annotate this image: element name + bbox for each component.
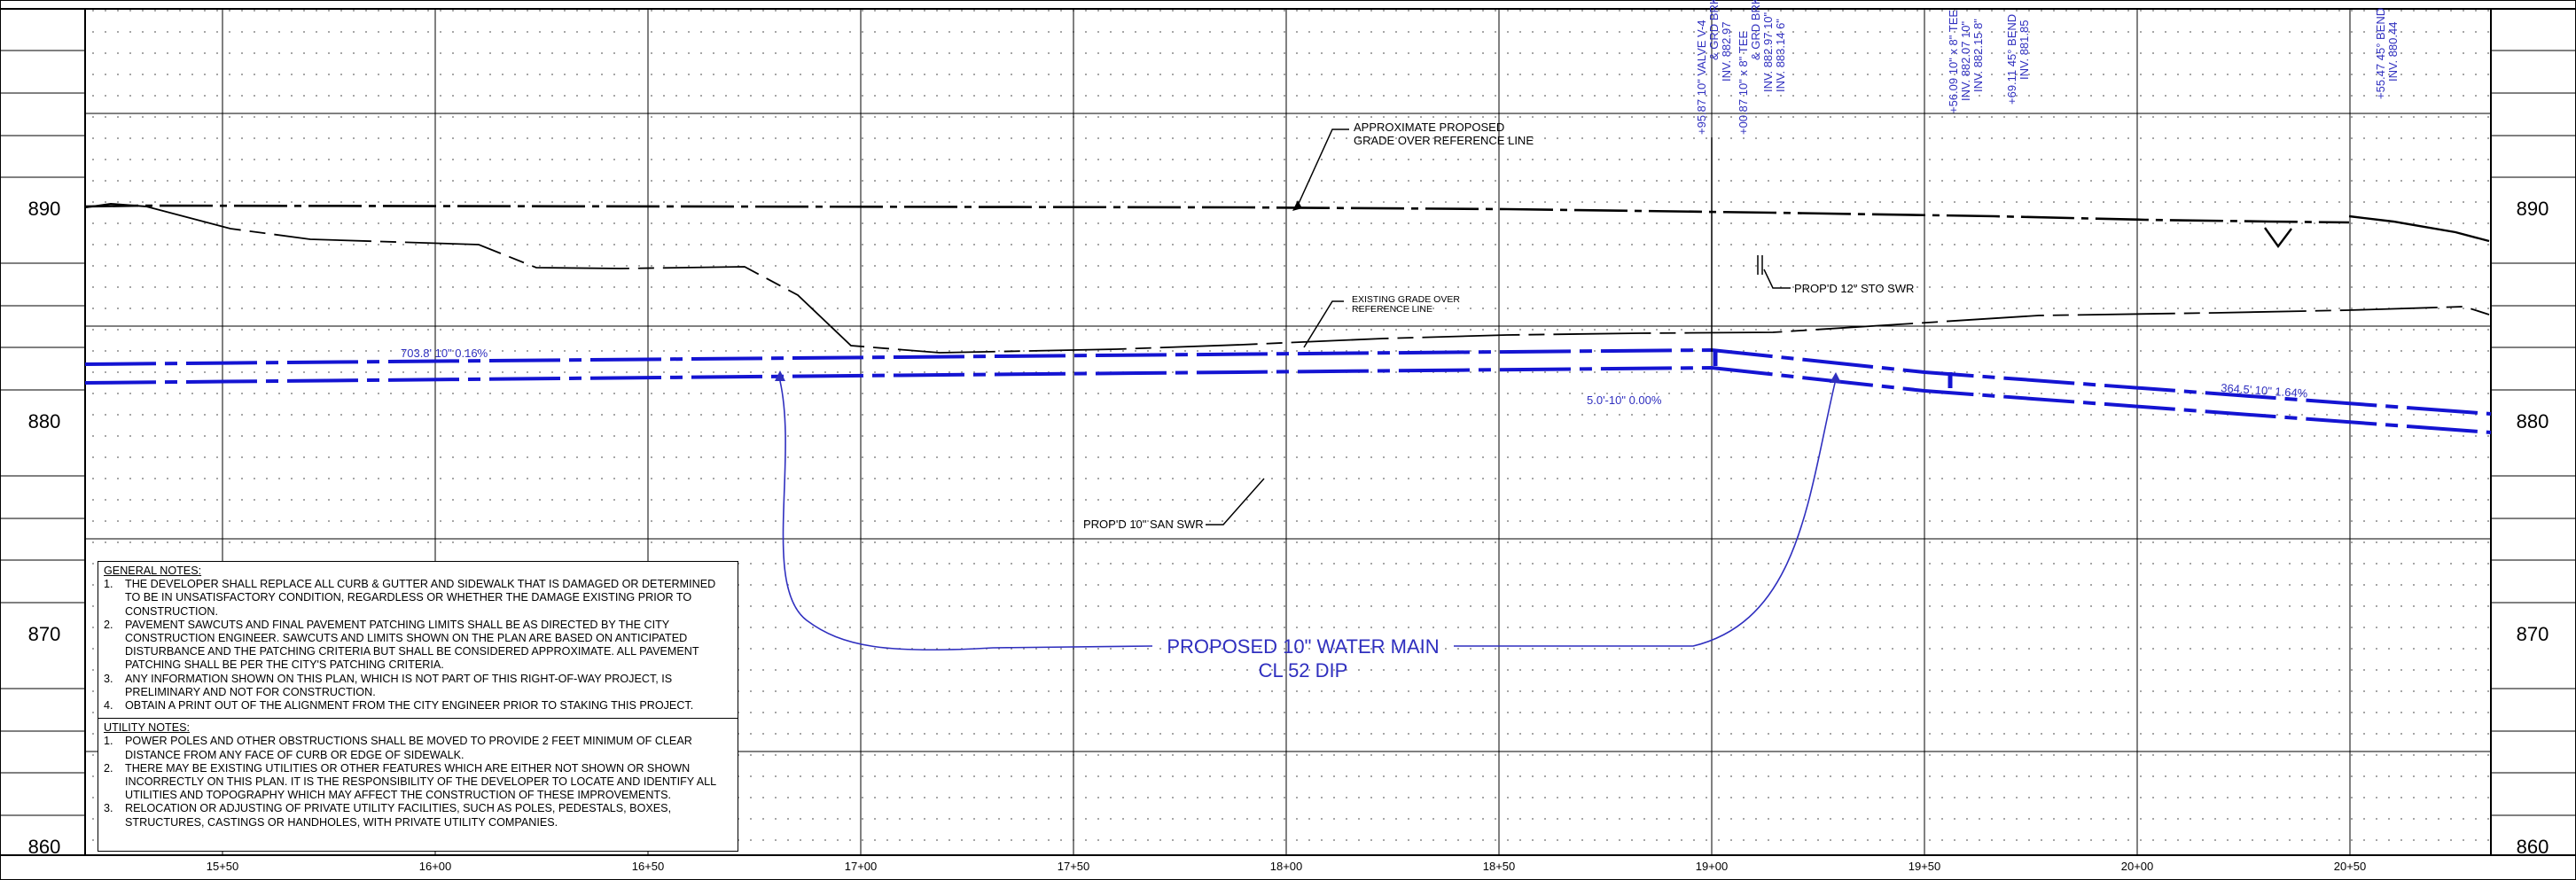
station-label: 19+00 — [1696, 860, 1729, 873]
general-notes-list: 1. THE DEVELOPER SHALL REPLACE ALL CURB &… — [104, 578, 732, 713]
water-main-pipe — [84, 347, 2492, 434]
leader-arrowhead-left — [775, 370, 785, 381]
margin-ticks — [0, 50, 2576, 816]
vertical-label-valve-grd: & GRD BRK — [1707, 0, 1721, 60]
note-number: 3. — [104, 672, 113, 685]
pipe-top-line — [84, 347, 2492, 416]
water-main-label-line1: PROPOSED 10" WATER MAIN — [1167, 635, 1439, 658]
callout-leaders — [1206, 128, 1791, 526]
utility-note-item: 1. POWER POLES AND OTHER OBSTRUCTIONS SHA… — [104, 735, 732, 761]
vertical-label-bend-55: +55.47 45° BEND — [2374, 8, 2387, 99]
vertical-label-tee-grd: & GRD BRK — [1749, 0, 1762, 60]
vertical-label-tee-56: +56.09 10" x 8" TEE — [1947, 10, 1960, 113]
callout-sto-swr: PROP'D 12" STO SWR — [1794, 282, 1914, 295]
station-label: 16+00 — [419, 860, 452, 873]
station-label: 19+50 — [1909, 860, 1941, 873]
elevation-label-890-right: 890 — [2517, 198, 2549, 220]
elevation-label-870-right: 870 — [2517, 623, 2549, 645]
callout-existing-grade-line1: EXISTING GRADE OVER — [1352, 294, 1460, 305]
station-label: 15+50 — [207, 860, 239, 873]
callout-approx-grade-line1: APPROXIMATE PROPOSED — [1354, 121, 1504, 134]
note-number: 1. — [104, 578, 113, 591]
note-text: THERE MAY BE EXISTING UTILITIES OR OTHER… — [125, 761, 716, 802]
vertical-label-tee-inv-6: INV. 883.14 6" — [1774, 19, 1787, 92]
utility-notes-list: 1. POWER POLES AND OTHER OBSTRUCTIONS SHA… — [104, 735, 732, 829]
leader-arrowhead-right — [1830, 372, 1841, 383]
note-text: PAVEMENT SAWCUTS AND FINAL PAVEMENT PATC… — [125, 618, 699, 672]
vertical-label-valve-inv: INV. 882.97 — [1720, 22, 1733, 82]
pipe-label-mid: 5.0'-10" 0.00% — [1587, 393, 1662, 407]
utility-notes-title: UTILITY NOTES: — [104, 721, 191, 735]
vertical-label-tee-8: +00.87 10" x 8" TEE — [1737, 31, 1750, 135]
note-number: 2. — [104, 761, 113, 775]
station-label: 20+00 — [2121, 860, 2154, 873]
note-text: RELOCATION OR ADJUSTING OF PRIVATE UTILI… — [125, 802, 672, 829]
vertical-label-bend-55-inv: INV. 880.44 — [2386, 22, 2400, 82]
vertical-label-bend-69-inv: INV. 881.85 — [2018, 20, 2031, 80]
station-label: 20+50 — [2334, 860, 2367, 873]
pipe-bottom-line — [84, 365, 2492, 434]
station-label: 17+50 — [1058, 860, 1090, 873]
note-text: ANY INFORMATION SHOWN ON THIS PLAN, WHIC… — [125, 672, 673, 698]
notes-box: GENERAL NOTES: 1. THE DEVELOPER SHALL REP… — [98, 561, 738, 852]
existing-grade-line — [145, 206, 2490, 354]
note-number: 1. — [104, 735, 113, 748]
note-number: 4. — [104, 699, 113, 713]
elevation-label-860-right: 860 — [2517, 836, 2549, 858]
elevation-label-890-left: 890 — [28, 198, 61, 220]
vertical-label-bend-69: +69.11 45° BEND — [2005, 14, 2018, 105]
general-note-item: 2. PAVEMENT SAWCUTS AND FINAL PAVEMENT PA… — [104, 619, 732, 673]
pipe-label-right: 364.5' 10" 1.64% — [2221, 381, 2308, 401]
vertical-label-tee-56-inv-10: INV. 882.07 10" — [1959, 20, 1972, 101]
elevation-label-880-left: 880 — [28, 410, 61, 432]
water-main-leader — [779, 380, 1836, 651]
note-text: OBTAIN A PRINT OUT OF THE ALIGNMENT FROM… — [125, 699, 694, 713]
general-notes-title: GENERAL NOTES: — [104, 565, 202, 577]
elevation-label-870-left: 870 — [28, 623, 61, 645]
water-main-label-line2: CL 52 DIP — [1259, 659, 1348, 681]
callout-arrowhead — [1292, 200, 1302, 211]
vertical-label-tee-inv-10: INV. 882.97 10" — [1761, 12, 1775, 92]
station-label: 18+00 — [1270, 860, 1303, 873]
elevation-label-880-right: 880 — [2517, 410, 2549, 432]
callout-approx-grade-line2: GRADE OVER REFERENCE LINE — [1354, 134, 1534, 147]
utility-note-item: 3. RELOCATION OR ADJUSTING OF PRIVATE UTI… — [104, 802, 732, 829]
note-text: THE DEVELOPER SHALL REPLACE ALL CURB & G… — [125, 578, 716, 618]
station-label: 16+50 — [632, 860, 665, 873]
elevation-label-860-left: 860 — [28, 836, 61, 858]
proposed-grade-dip — [2264, 214, 2490, 249]
pipe-label-left: 703.8' 10" 0.16% — [401, 347, 488, 360]
station-label: 17+00 — [845, 860, 878, 873]
note-text: POWER POLES AND OTHER OBSTRUCTIONS SHALL… — [125, 735, 692, 761]
note-number: 3. — [104, 802, 113, 815]
vertical-label-valve: +95.87 10" VALVE V-4 — [1695, 19, 1708, 135]
proposed-grade-line — [84, 204, 2350, 224]
general-note-item: 4. OBTAIN A PRINT OUT OF THE ALIGNMENT FR… — [104, 699, 732, 713]
vertical-label-tee-56-inv-8: INV. 882.15 8" — [1971, 19, 1985, 92]
callout-san-swr: PROP'D 10" SAN SWR — [1083, 518, 1204, 531]
callout-existing-grade-line2: REFERENCE LINE — [1352, 304, 1432, 315]
general-note-item: 1. THE DEVELOPER SHALL REPLACE ALL CURB &… — [104, 578, 732, 619]
proposed-grade-start — [85, 202, 147, 208]
station-label: 18+50 — [1483, 860, 1516, 873]
notes-divider — [98, 718, 738, 720]
general-note-item: 3. ANY INFORMATION SHOWN ON THIS PLAN, WH… — [104, 673, 732, 699]
note-number: 2. — [104, 618, 113, 631]
utility-note-item: 2. THERE MAY BE EXISTING UTILITIES OR OTH… — [104, 762, 732, 803]
